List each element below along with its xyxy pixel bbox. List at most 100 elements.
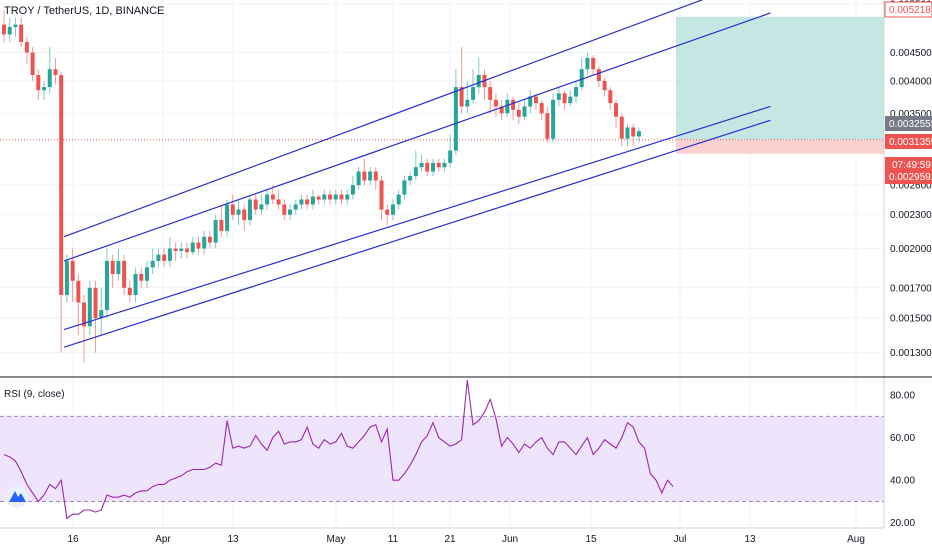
candle [499, 99, 504, 121]
rsi-tick-label: 20.00 [890, 518, 915, 529]
candle-body [413, 167, 418, 176]
candle-body [345, 194, 350, 200]
candle [488, 80, 493, 114]
price-tag-bg [884, 1, 932, 18]
candle [202, 231, 207, 255]
channel-line[interactable] [63, 119, 771, 348]
candle [453, 69, 458, 155]
candle [396, 189, 401, 210]
candle [219, 204, 224, 237]
candle-body [122, 260, 127, 288]
candle-body [110, 260, 115, 274]
candle [328, 189, 333, 205]
candle-body [116, 260, 121, 274]
long-position-tool[interactable] [676, 16, 884, 154]
candle [42, 80, 47, 100]
tradingview-logo-icon[interactable] [6, 486, 28, 508]
channel-line[interactable] [63, 105, 771, 331]
target-zone[interactable] [676, 16, 884, 140]
candle-body [511, 99, 516, 110]
rsi-tick-label: 60.00 [890, 433, 915, 444]
price-tag-label: 0.0052189 [889, 5, 932, 16]
candle [133, 267, 138, 303]
candle [13, 17, 18, 37]
candle-body [636, 131, 641, 137]
candle-body [608, 90, 613, 104]
candle [545, 106, 550, 143]
rsi-band [0, 416, 884, 502]
candle-body [104, 260, 109, 311]
price-tag-label: 0.0029592 [889, 172, 932, 183]
candle [30, 47, 35, 81]
candle-body [99, 310, 104, 319]
candle-body [465, 99, 470, 107]
channel-line[interactable] [63, 0, 748, 238]
candle [230, 194, 235, 221]
candle [413, 150, 418, 181]
candle [59, 72, 64, 353]
candle-body [265, 194, 270, 205]
candle [156, 248, 161, 268]
countdown-tag-bg [885, 157, 932, 172]
candle-body [64, 260, 69, 296]
candle-body [236, 209, 241, 215]
candle [162, 248, 167, 268]
candle [122, 254, 127, 296]
candle [93, 280, 98, 353]
candle-body [127, 287, 132, 296]
candle [574, 80, 578, 104]
parallel-channel[interactable] [63, 0, 771, 348]
candle-body [322, 194, 327, 200]
candle [333, 189, 338, 205]
candle [528, 90, 533, 114]
candle [64, 254, 69, 303]
candle-body [596, 69, 601, 81]
candle [242, 204, 247, 232]
candle-body [139, 273, 144, 281]
time-tick-label: 15 [585, 534, 597, 545]
time-tick-label: Aug [847, 534, 865, 545]
price-tag-last-price: 0.0032555 [885, 116, 932, 131]
candle-body [207, 236, 212, 243]
stop-zone[interactable] [676, 139, 884, 154]
candle-body [133, 273, 138, 296]
candle [551, 93, 556, 143]
candle [385, 204, 390, 226]
candle [339, 189, 344, 205]
candle-body [425, 162, 430, 172]
candle [390, 199, 395, 221]
candle [253, 194, 258, 215]
candle-body [442, 162, 447, 168]
channel-line[interactable] [63, 12, 771, 262]
candle [368, 167, 373, 186]
candle [2, 10, 6, 42]
candle [225, 199, 230, 237]
candle-body [213, 220, 218, 243]
candle [579, 57, 584, 91]
candle-body [19, 24, 24, 42]
candle-body [13, 24, 18, 28]
candle-body [299, 199, 304, 205]
candle [402, 175, 407, 200]
candle [293, 199, 298, 215]
time-axis[interactable]: 16 Apr 13 May 11 21 Jun 15 Jul 13 Aug [67, 534, 864, 545]
candle-body [282, 204, 287, 215]
candle [585, 52, 590, 76]
candle [288, 204, 292, 221]
candle [53, 57, 58, 85]
candle-body [539, 103, 544, 114]
candle-body [190, 242, 195, 253]
candle [82, 295, 87, 363]
candle [465, 80, 470, 114]
candle-body [173, 248, 178, 251]
candle [47, 47, 52, 94]
rsi-axis[interactable]: 80.00 60.00 40.00 20.00 [890, 391, 915, 530]
candle-body [574, 87, 578, 97]
candle [522, 99, 527, 121]
candle [310, 189, 315, 210]
